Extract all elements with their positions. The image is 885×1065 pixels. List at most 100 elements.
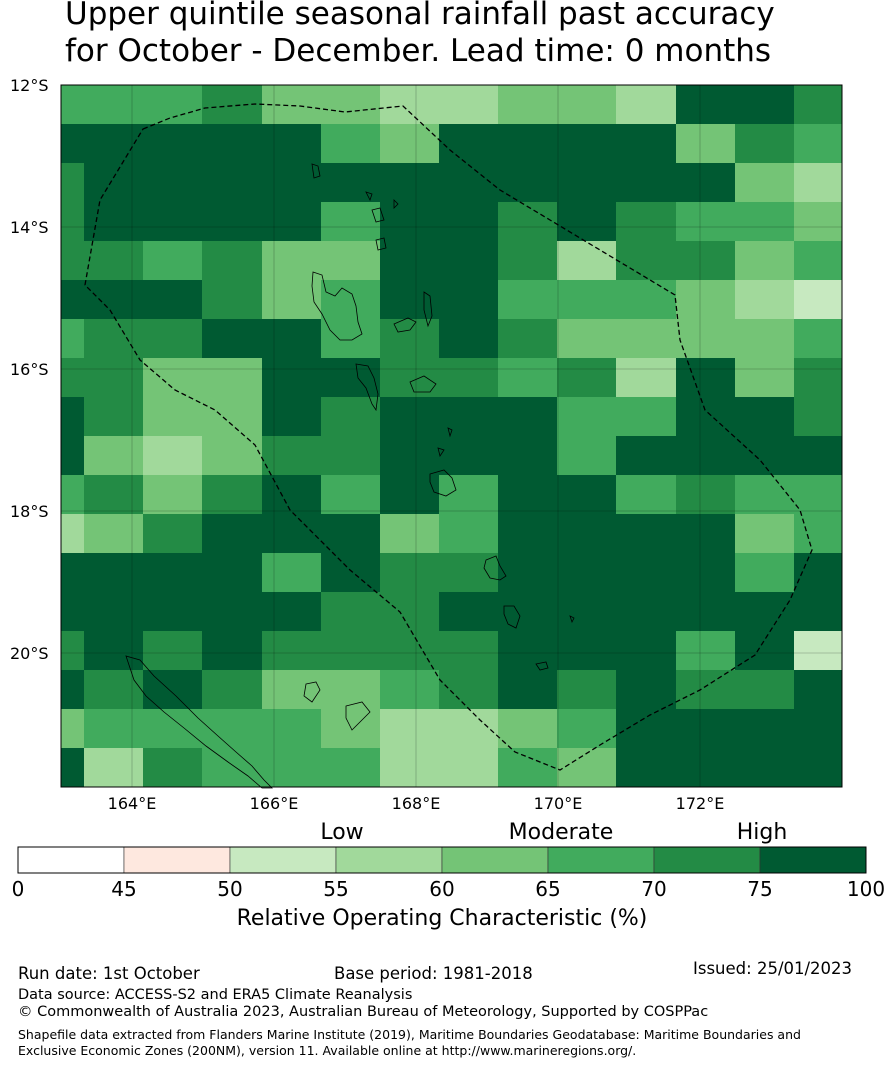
grid-cell bbox=[794, 709, 843, 749]
grid-cell bbox=[262, 748, 322, 788]
grid-cell bbox=[262, 514, 322, 554]
grid-cell bbox=[439, 85, 499, 125]
grid-cell bbox=[676, 670, 736, 710]
grid-cell bbox=[321, 358, 381, 398]
grid-cell bbox=[321, 124, 381, 164]
lat-label-20s: 20°S bbox=[10, 644, 49, 663]
grid-cell bbox=[321, 397, 381, 437]
grid-cell bbox=[262, 670, 322, 710]
grid-cell bbox=[61, 124, 85, 164]
grid-cell bbox=[439, 397, 499, 437]
grid-cell bbox=[735, 85, 795, 125]
grid-cell bbox=[616, 475, 677, 515]
ambrym-coast bbox=[409, 375, 437, 393]
grid-cell bbox=[321, 631, 381, 671]
title-line-1: Upper quintile seasonal rainfall past ac… bbox=[65, 0, 775, 32]
grid-cell bbox=[735, 163, 795, 203]
grid-cell bbox=[321, 514, 381, 554]
grid-cell bbox=[557, 85, 617, 125]
base-period: Base period: 1981-2018 bbox=[334, 964, 533, 983]
grid-cell bbox=[143, 670, 203, 710]
grid-cell bbox=[676, 748, 736, 788]
grid-cell bbox=[498, 85, 558, 125]
issued-date: Issued: 25/01/2023 bbox=[693, 959, 853, 978]
grid-cell bbox=[202, 709, 263, 749]
grid-cell bbox=[262, 319, 322, 359]
grid-cell bbox=[61, 592, 85, 632]
lon-label-166e: 166°E bbox=[249, 794, 299, 813]
lat-label-14s: 14°S bbox=[10, 218, 49, 237]
grid-cell bbox=[380, 592, 440, 632]
colorbar-segment bbox=[17, 846, 125, 874]
grid-cell bbox=[676, 436, 736, 476]
grid-cell bbox=[84, 553, 144, 593]
grid-cell bbox=[61, 748, 85, 788]
grid-cell bbox=[794, 475, 843, 515]
grid-cell bbox=[61, 709, 85, 749]
grid-cell bbox=[380, 280, 440, 320]
shapefile-credit: Shapefile data extracted from Flanders M… bbox=[18, 1027, 801, 1058]
grid-cell bbox=[794, 163, 843, 203]
grid-cell bbox=[735, 319, 795, 359]
grid-cell bbox=[557, 397, 617, 437]
north-islet-313 bbox=[311, 163, 321, 179]
grid-cell bbox=[557, 475, 617, 515]
grid-cell bbox=[616, 436, 677, 476]
grid-cell bbox=[794, 592, 843, 632]
grid-cell bbox=[676, 397, 736, 437]
grid-cell bbox=[202, 631, 263, 671]
grid-cell bbox=[557, 358, 617, 398]
grid-cell bbox=[143, 280, 203, 320]
grid-cell bbox=[794, 553, 843, 593]
data-source: Data source: ACCESS-S2 and ERA5 Climate … bbox=[18, 987, 413, 1003]
grid-cell bbox=[616, 358, 677, 398]
grid-cell bbox=[498, 553, 558, 593]
grid-cell bbox=[498, 358, 558, 398]
lon-label-168e: 168°E bbox=[391, 794, 441, 813]
grid-cell bbox=[439, 436, 499, 476]
grid-cell bbox=[262, 358, 322, 398]
grid-cell bbox=[676, 592, 736, 632]
lat-label-18s: 18°S bbox=[10, 502, 49, 521]
banks-islands bbox=[365, 191, 399, 209]
grid-cell bbox=[439, 709, 499, 749]
grid-cell bbox=[143, 163, 203, 203]
efate-coast bbox=[429, 469, 457, 497]
colorbar-tick: 45 bbox=[111, 877, 137, 901]
grid-cell bbox=[380, 163, 440, 203]
colorbar-tick: 0 bbox=[11, 877, 25, 901]
lon-label-172e: 172°E bbox=[675, 794, 725, 813]
grid-cell bbox=[616, 631, 677, 671]
category-moderate: Moderate bbox=[508, 820, 614, 845]
grid-cell bbox=[143, 202, 203, 242]
grid-cell bbox=[557, 748, 617, 788]
grid-cell bbox=[557, 436, 617, 476]
grid-cell bbox=[143, 241, 203, 281]
category-low: Low bbox=[320, 820, 364, 845]
grid-cell bbox=[676, 280, 736, 320]
grid-cell bbox=[202, 202, 263, 242]
grid-cell bbox=[794, 670, 843, 710]
grid-cell bbox=[61, 670, 85, 710]
grid-cell bbox=[143, 631, 203, 671]
colorbar-tick: 50 bbox=[217, 877, 243, 901]
grid-cell bbox=[676, 241, 736, 281]
grid-cell bbox=[498, 241, 558, 281]
grid-cell bbox=[735, 709, 795, 749]
colorbar-tick: 75 bbox=[747, 877, 773, 901]
grid-cell bbox=[616, 592, 677, 632]
grid-cell bbox=[676, 514, 736, 554]
grid-cell bbox=[794, 514, 843, 554]
grid-cell bbox=[676, 85, 736, 125]
grid-cell bbox=[794, 631, 843, 671]
malekula-coast bbox=[355, 363, 379, 412]
category-high: High bbox=[736, 820, 788, 845]
grid-cell bbox=[557, 319, 617, 359]
grid-cell bbox=[616, 280, 677, 320]
grid-cell bbox=[557, 709, 617, 749]
coastlines bbox=[125, 163, 575, 789]
grid-cell bbox=[380, 85, 440, 125]
colorbar-outline bbox=[17, 846, 867, 874]
grid-cell bbox=[262, 124, 322, 164]
grid-cell bbox=[498, 475, 558, 515]
